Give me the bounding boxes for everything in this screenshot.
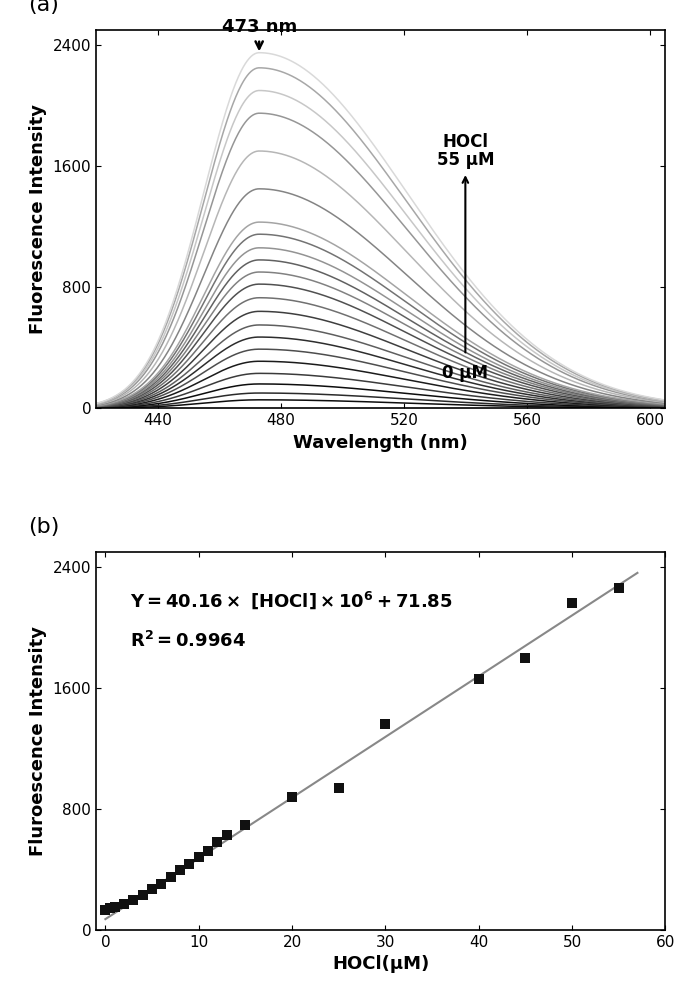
Text: HOCl: HOCl: [442, 133, 488, 151]
Point: [104, 900, 115, 916]
Point: [174, 862, 185, 878]
Point: [380, 716, 391, 732]
Point: [613, 580, 624, 596]
X-axis label: HOCl(μM): HOCl(μM): [332, 955, 429, 973]
X-axis label: Wavelength (nm): Wavelength (nm): [294, 434, 468, 452]
Point: [137, 887, 148, 903]
Point: [333, 780, 344, 796]
Point: [184, 856, 195, 872]
Point: [520, 650, 531, 666]
Point: [119, 896, 130, 912]
Text: (b): (b): [27, 517, 59, 537]
Y-axis label: Fluorescence Intensity: Fluorescence Intensity: [29, 104, 47, 334]
Text: 0 μM: 0 μM: [442, 364, 488, 382]
Text: 55 μM: 55 μM: [436, 151, 494, 169]
Point: [473, 671, 484, 687]
Text: (a): (a): [27, 0, 58, 15]
Point: [165, 869, 176, 885]
Y-axis label: Fluroescence Intensity: Fluroescence Intensity: [29, 626, 47, 856]
Point: [240, 817, 251, 833]
Point: [147, 881, 158, 897]
Point: [156, 876, 167, 892]
Point: [100, 902, 111, 918]
Point: [567, 595, 578, 611]
Point: [212, 834, 223, 850]
Point: [287, 789, 298, 805]
Point: [193, 849, 204, 865]
Text: $\mathbf{R^2= 0.9964}$: $\mathbf{R^2= 0.9964}$: [130, 631, 246, 651]
Text: 473 nm: 473 nm: [222, 18, 297, 49]
Text: $\mathbf{Y= 40.16\times\ [HOCl]\times10^{6} + 71.85}$: $\mathbf{Y= 40.16\times\ [HOCl]\times10^…: [130, 590, 453, 611]
Point: [221, 827, 232, 843]
Point: [202, 843, 213, 859]
Point: [128, 892, 139, 908]
Point: [109, 899, 120, 915]
